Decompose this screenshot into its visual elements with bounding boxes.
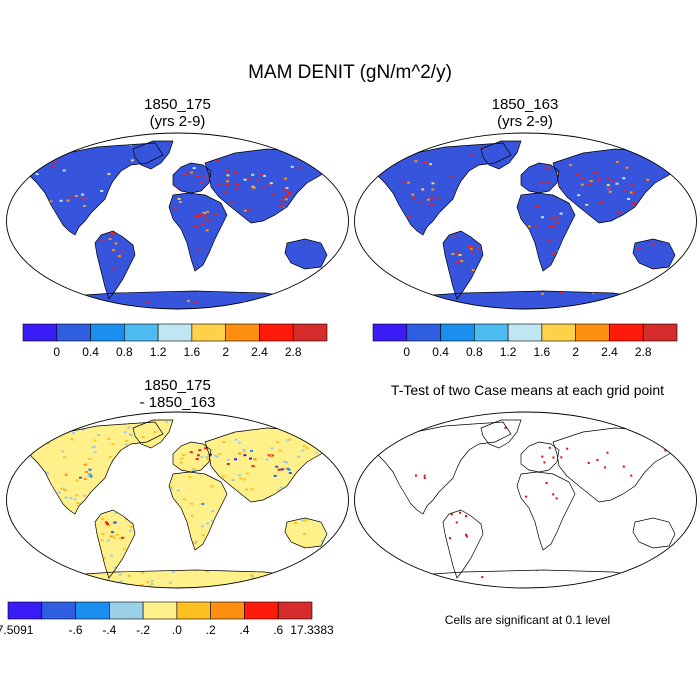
colorbar-label: 0 (53, 345, 60, 359)
coastline-africa (168, 471, 228, 551)
coastline-northamerica (376, 142, 512, 236)
coastline-europe (520, 441, 560, 473)
panel-title-ttest: T-Test of two Case means at each grid po… (390, 382, 665, 398)
colorbar-label: 2 (222, 345, 229, 359)
panel-title-diff-line2: - 1850_163 (139, 394, 216, 411)
panel-title-case2: 1850_163 (yrs 2-9) (350, 96, 700, 130)
figure-title: MAM DENIT (gN/m^2/y) (248, 62, 452, 83)
map-case1 (6, 132, 349, 310)
panel-title-case2-line1: 1850_163 (491, 96, 559, 113)
coastline-greenland (132, 419, 174, 449)
coastline-africa (516, 471, 576, 551)
colorbar-box (41, 601, 76, 620)
colorbar-label: 2 (572, 345, 579, 359)
colorbar-label: 0.4 (82, 345, 99, 359)
colorbar-label: -7.5091 (0, 623, 34, 637)
colorbar-label: 2.8 (285, 345, 302, 359)
colorbar-label: 0.8 (466, 345, 483, 359)
colorbar-label: 2.8 (635, 345, 652, 359)
coastline-europe (520, 162, 560, 194)
colorbar-box (259, 323, 294, 342)
map-ttest (354, 411, 697, 589)
map-diff (6, 411, 349, 589)
map-border (6, 411, 349, 589)
colorbar-box (507, 323, 543, 342)
colorbar-label: .6 (273, 623, 283, 637)
colorbar-label: 1.2 (500, 345, 517, 359)
colorbar-label: -.2 (136, 623, 150, 637)
panel-title-case1-line1: 1850_175 (144, 96, 211, 113)
coastline-australia (632, 238, 676, 270)
colorbar-diff: -7.5091 -.6 -.4 -.2 .0 .2 .4 .6 17.3383 (0, 601, 334, 637)
colorbar-box (372, 323, 408, 342)
colorbar-label: -.4 (102, 623, 116, 637)
colorbar-box (176, 601, 211, 620)
map-border (6, 132, 349, 310)
coastline-northamerica (28, 421, 164, 515)
panel-title-diff: 1850_175 - 1850_163 (0, 377, 355, 411)
colorbar-box (244, 601, 279, 620)
colorbar-label: 0.8 (116, 345, 133, 359)
colorbar-label: 0.4 (432, 345, 449, 359)
coastline-australia (632, 517, 676, 549)
colorbar-label: 2.4 (251, 345, 268, 359)
coastline-greenland (132, 140, 174, 170)
coastline-australia (284, 238, 328, 270)
map-border (354, 132, 697, 310)
colorbar-box (575, 323, 610, 342)
colorbar-box (474, 323, 509, 342)
colorbar-box (406, 323, 441, 342)
coastline-australia (284, 517, 328, 549)
colorbar-box (609, 323, 644, 342)
panel-title-case1: 1850_175 (yrs 2-9) (0, 96, 355, 130)
colorbar-box (225, 323, 260, 342)
colorbar-label: 1.2 (150, 345, 167, 359)
coastline-northamerica (376, 421, 512, 515)
colorbar-box (277, 601, 313, 620)
colorbar-label: -.6 (69, 623, 83, 637)
panel-title-diff-line1: 1850_175 (144, 377, 211, 394)
colorbar-case2: 0 0.4 0.8 1.2 1.6 2 2.4 2.8 (372, 323, 678, 359)
coastline-europe (172, 441, 212, 473)
colorbar-box (440, 323, 475, 342)
colorbar-box (142, 601, 178, 620)
map-border (354, 411, 697, 589)
coastline-northamerica (28, 142, 164, 236)
colorbar-box (56, 323, 91, 342)
colorbar-box (75, 601, 110, 620)
colorbar-box (90, 323, 125, 342)
map-case2 (354, 132, 697, 310)
colorbar-label: .0 (172, 623, 182, 637)
colorbar-box (22, 323, 58, 342)
colorbar-case1: 0 0.4 0.8 1.2 1.6 2 2.4 2.8 (22, 323, 328, 359)
colorbar-label: 0 (403, 345, 410, 359)
colorbar-box (541, 323, 576, 342)
coastline-africa (516, 192, 576, 272)
colorbar-box (124, 323, 159, 342)
colorbar-label: 1.6 (534, 345, 551, 359)
significance-note: Cells are significant at 0.1 level (444, 613, 611, 627)
colorbar-label: 17.3383 (290, 623, 334, 637)
colorbar-box (157, 323, 193, 342)
panel-title-case2-line2: (yrs 2-9) (497, 113, 553, 130)
colorbar-label: .4 (239, 623, 249, 637)
coastline-southamerica (442, 509, 484, 579)
coastline-greenland (480, 140, 522, 170)
coastline-southamerica (94, 230, 136, 300)
colorbar-label: .2 (206, 623, 216, 637)
colorbar-box (210, 601, 245, 620)
colorbar-label: 2.4 (601, 345, 618, 359)
coastline-greenland (480, 419, 522, 449)
colorbar-box (7, 601, 43, 620)
coastline-europe (172, 162, 212, 194)
colorbar-box (109, 601, 144, 620)
coastline-africa (168, 192, 228, 272)
colorbar-box (292, 323, 328, 342)
coastline-southamerica (442, 230, 484, 300)
colorbar-box (642, 323, 678, 342)
colorbar-box (191, 323, 226, 342)
panel-title-case1-line2: (yrs 2-9) (149, 113, 206, 130)
coastline-southamerica (94, 509, 136, 579)
colorbar-label: 1.6 (184, 345, 201, 359)
